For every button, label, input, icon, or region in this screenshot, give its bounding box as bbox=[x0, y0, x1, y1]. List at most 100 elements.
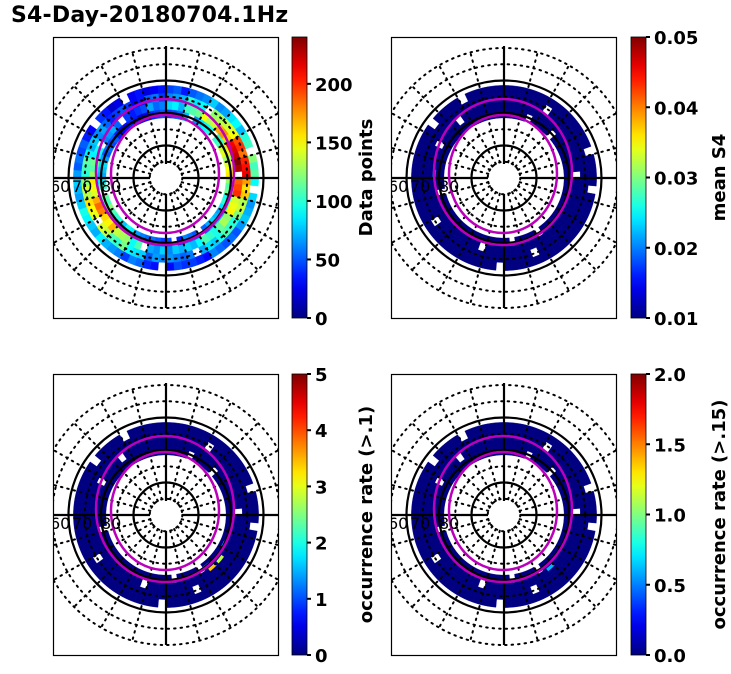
colorbar-label: occurrence rate (>.1) bbox=[356, 406, 377, 623]
plot-area: 60 70 80 bbox=[388, 46, 616, 309]
mlt-gridline-dotted bbox=[179, 449, 278, 508]
mlt-gridline-dotted bbox=[507, 192, 539, 305]
panel-bottom-left: 60 70 80 0 1 2 3 4 5 occurrence rate (>.1) bbox=[52, 365, 377, 667]
heatmap-cell bbox=[509, 581, 518, 592]
heatmap-highlight-cell bbox=[208, 563, 217, 572]
mlt-gridline-dotted bbox=[173, 401, 232, 502]
colorbar-label: mean S4 bbox=[709, 134, 730, 222]
mlt-gridline-dotted bbox=[517, 185, 616, 244]
plot-area: 60 70 80 bbox=[53, 46, 278, 309]
heatmap-cell bbox=[511, 260, 521, 271]
mlt-gridline-dotted bbox=[518, 181, 616, 210]
colorbar-label: occurrence rate (>.15) bbox=[709, 400, 730, 630]
heatmap-cell bbox=[587, 177, 597, 187]
colorbar bbox=[291, 36, 308, 319]
mlt-gridline-dotted bbox=[73, 525, 156, 608]
colorbar bbox=[630, 36, 647, 319]
mlt-gridline-dotted bbox=[411, 422, 494, 505]
latitude-label-80: 80 bbox=[101, 514, 121, 533]
heatmap-cell bbox=[249, 169, 259, 179]
figure-title: S4-Day-20180704.1Hz bbox=[11, 3, 289, 28]
heatmap-cell bbox=[171, 581, 180, 592]
latitude-label-70: 70 bbox=[72, 177, 92, 196]
latitude-label-70: 70 bbox=[72, 514, 92, 533]
auroral-oval-boundary bbox=[109, 113, 221, 235]
mlt-gridline-dotted bbox=[517, 449, 616, 508]
heatmap-highlight-cell bbox=[216, 554, 225, 564]
axes-frame bbox=[390, 36, 618, 320]
colorbar-tick-label: 0.0 bbox=[654, 646, 686, 667]
latitude-label-70: 70 bbox=[410, 514, 430, 533]
mlt-gridline-dotted bbox=[391, 181, 490, 210]
colorbar-tick-label: 0.05 bbox=[654, 28, 698, 49]
axes-frame bbox=[390, 373, 618, 657]
mlt-gridline-dotted bbox=[131, 192, 163, 305]
heatmap-cell bbox=[511, 597, 521, 608]
latitude-label-60: 60 bbox=[388, 514, 408, 533]
mlt-gridline-dotted bbox=[176, 188, 259, 271]
mlt-gridline-dotted bbox=[131, 529, 163, 642]
mlt-gridline-dotted bbox=[469, 529, 501, 642]
colorbar bbox=[291, 373, 308, 656]
colorbar-tick-label: 1.0 bbox=[654, 506, 686, 527]
mlt-gridline-dotted bbox=[391, 522, 491, 581]
mlt-gridline-dotted bbox=[411, 525, 494, 608]
auroral-oval-boundary bbox=[432, 434, 574, 584]
mlt-gridline-dotted bbox=[73, 85, 156, 168]
heatmap-cell bbox=[249, 514, 259, 524]
latitude-label-70: 70 bbox=[410, 177, 430, 196]
mlt-gridline-dotted bbox=[391, 449, 491, 508]
mlt-gridline-dotted bbox=[173, 64, 232, 165]
mlt-gridline-dotted bbox=[53, 185, 153, 244]
mlt-gridline-dotted bbox=[53, 449, 153, 508]
mlt-gridline-dotted bbox=[391, 146, 490, 175]
mlt-gridline-dotted bbox=[53, 483, 152, 512]
heatmap-cell bbox=[152, 438, 161, 449]
heatmap-cell bbox=[152, 101, 161, 112]
mlt-gridline-dotted bbox=[391, 112, 491, 171]
mlt-gridline-dotted bbox=[517, 522, 616, 581]
colorbar-tick-label: 5 bbox=[315, 365, 328, 386]
mlt-gridline-dotted bbox=[391, 483, 490, 512]
mlt-gridline-dotted bbox=[169, 388, 201, 501]
heatmap-cell bbox=[586, 498, 597, 508]
mlt-gridline-dotted bbox=[507, 51, 539, 164]
heatmap-cell bbox=[165, 85, 175, 95]
mlt-gridline-dotted bbox=[391, 518, 490, 547]
mlt-gridline-dotted bbox=[507, 388, 539, 501]
colorbar-tick-label: 2 bbox=[315, 534, 328, 555]
mlt-gridline-dotted bbox=[438, 528, 497, 629]
heatmap-cell bbox=[157, 85, 167, 95]
auroral-oval-boundary bbox=[109, 450, 221, 572]
mlt-gridline-dotted bbox=[180, 181, 278, 210]
heatmap-cell bbox=[587, 514, 597, 524]
mlt-gridline-dotted bbox=[514, 188, 597, 271]
mlt-gridline-dotted bbox=[511, 191, 570, 292]
mlt-gridline-dotted bbox=[131, 388, 163, 501]
heatmap-cell bbox=[487, 422, 497, 433]
mlt-gridline-dotted bbox=[73, 422, 156, 505]
mlt-gridline-dotted bbox=[411, 188, 494, 271]
mlt-gridline-dotted bbox=[391, 185, 491, 244]
colorbar-tick-label: 50 bbox=[315, 250, 340, 271]
colorbar bbox=[630, 373, 647, 656]
latitude-label-60: 60 bbox=[388, 177, 408, 196]
mlt-gridline-dotted bbox=[53, 518, 152, 547]
auroral-oval-boundary bbox=[447, 113, 559, 235]
heatmap-cell bbox=[171, 244, 180, 255]
mlt-gridline-dotted bbox=[511, 64, 570, 165]
axes-frame bbox=[52, 36, 280, 320]
heatmap-cell bbox=[587, 506, 597, 516]
mlt-gridline-dotted bbox=[514, 422, 597, 505]
mlt-gridline-dotted bbox=[507, 529, 539, 642]
colorbar-tick-label: 0.02 bbox=[654, 239, 698, 260]
heatmap-cell bbox=[503, 598, 513, 608]
colorbar-tick-label: 2.0 bbox=[654, 365, 686, 386]
heatmap-cell bbox=[165, 261, 175, 271]
heatmap-cell bbox=[503, 85, 513, 95]
mlt-gridline-dotted bbox=[517, 112, 616, 171]
mlt-gridline-dotted bbox=[169, 192, 201, 305]
mlt-gridline-dotted bbox=[179, 185, 278, 244]
heatmap-cell bbox=[503, 261, 513, 271]
